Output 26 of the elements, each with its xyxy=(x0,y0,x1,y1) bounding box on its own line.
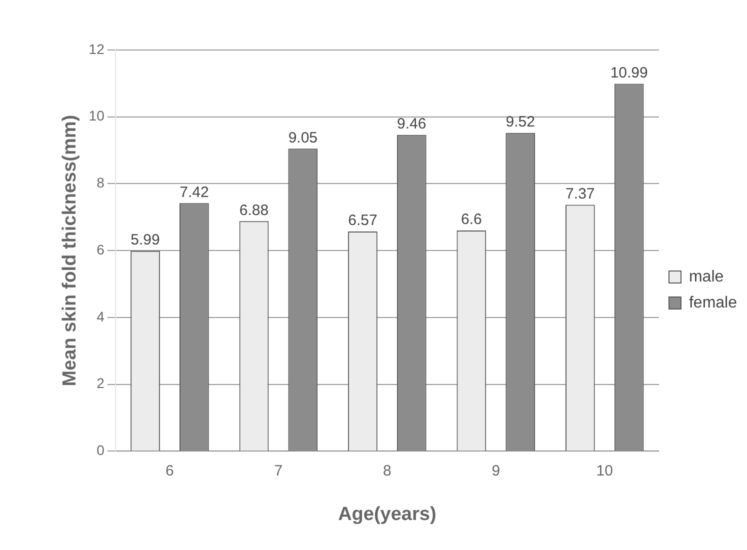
data-label: 10.99 xyxy=(610,64,648,82)
data-label: 9.05 xyxy=(288,129,318,146)
x-tick-label: 7 xyxy=(274,462,283,480)
data-label: 5.99 xyxy=(130,232,160,249)
data-label: 9.52 xyxy=(506,114,535,131)
x-tick-label: 9 xyxy=(492,462,500,480)
y-tick-label: 8 xyxy=(96,174,105,191)
data-label: 6.57 xyxy=(348,212,378,230)
x-tick-label: 10 xyxy=(596,462,613,480)
x-tick-label: 8 xyxy=(383,462,392,480)
data-label: 9.46 xyxy=(397,116,426,133)
y-tick-label: 2 xyxy=(96,375,105,392)
legend-label: male xyxy=(688,268,724,286)
data-label: 7.37 xyxy=(566,185,595,202)
data-label: 6.6 xyxy=(461,211,482,228)
x-axis-title: Age(years) xyxy=(338,504,436,525)
y-tick-label: 10 xyxy=(88,108,105,124)
legend-label: female xyxy=(688,294,738,312)
y-tick-label: 0 xyxy=(96,442,105,458)
data-label: 7.42 xyxy=(180,184,209,201)
y-axis-title: Mean skin fold thickness(mm) xyxy=(60,114,81,386)
x-tick-label: 6 xyxy=(166,462,174,480)
y-tick-label: 12 xyxy=(88,40,105,57)
data-label: 6.88 xyxy=(239,202,269,219)
y-tick-label: 6 xyxy=(96,241,105,258)
y-tick-label: 4 xyxy=(96,308,105,324)
